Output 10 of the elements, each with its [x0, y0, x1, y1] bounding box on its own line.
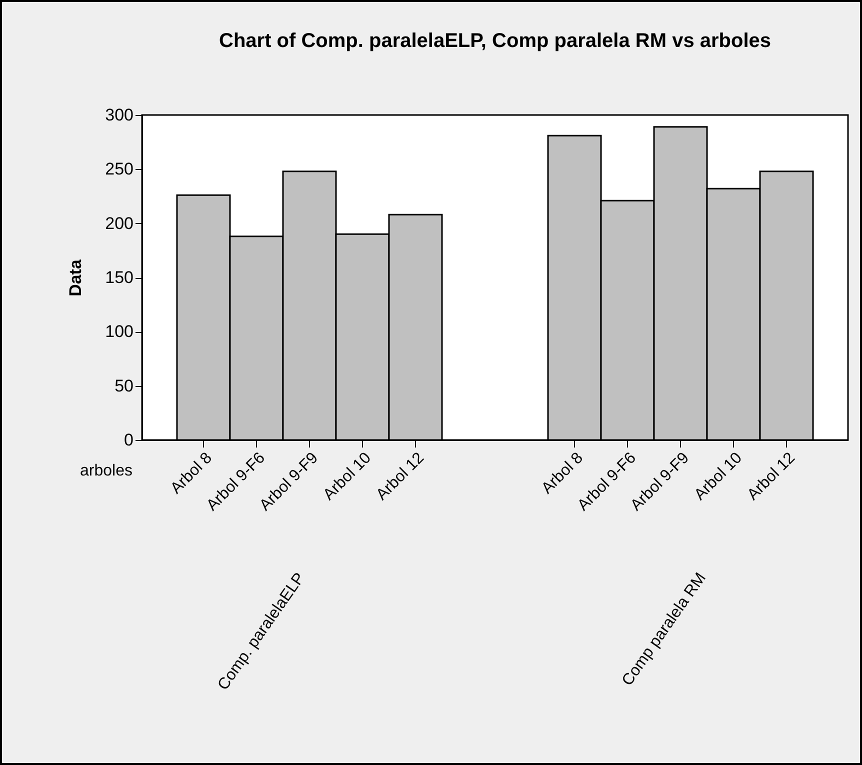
y-axis-title: Data	[66, 259, 86, 296]
y-tick-label: 100	[105, 322, 134, 342]
chart-title: Chart of Comp. paralelaELP, Comp paralela RM vs arboles	[218, 30, 772, 52]
x-axis-title: arboles	[80, 462, 132, 480]
y-tick-label: 50	[114, 376, 134, 396]
y-tick-label: 250	[105, 160, 134, 179]
y-tick-label: 300	[105, 106, 134, 124]
y-tick-label: 0	[124, 430, 134, 450]
y-tick-label: 200	[105, 214, 134, 233]
y-tick-label: 150	[105, 268, 134, 287]
